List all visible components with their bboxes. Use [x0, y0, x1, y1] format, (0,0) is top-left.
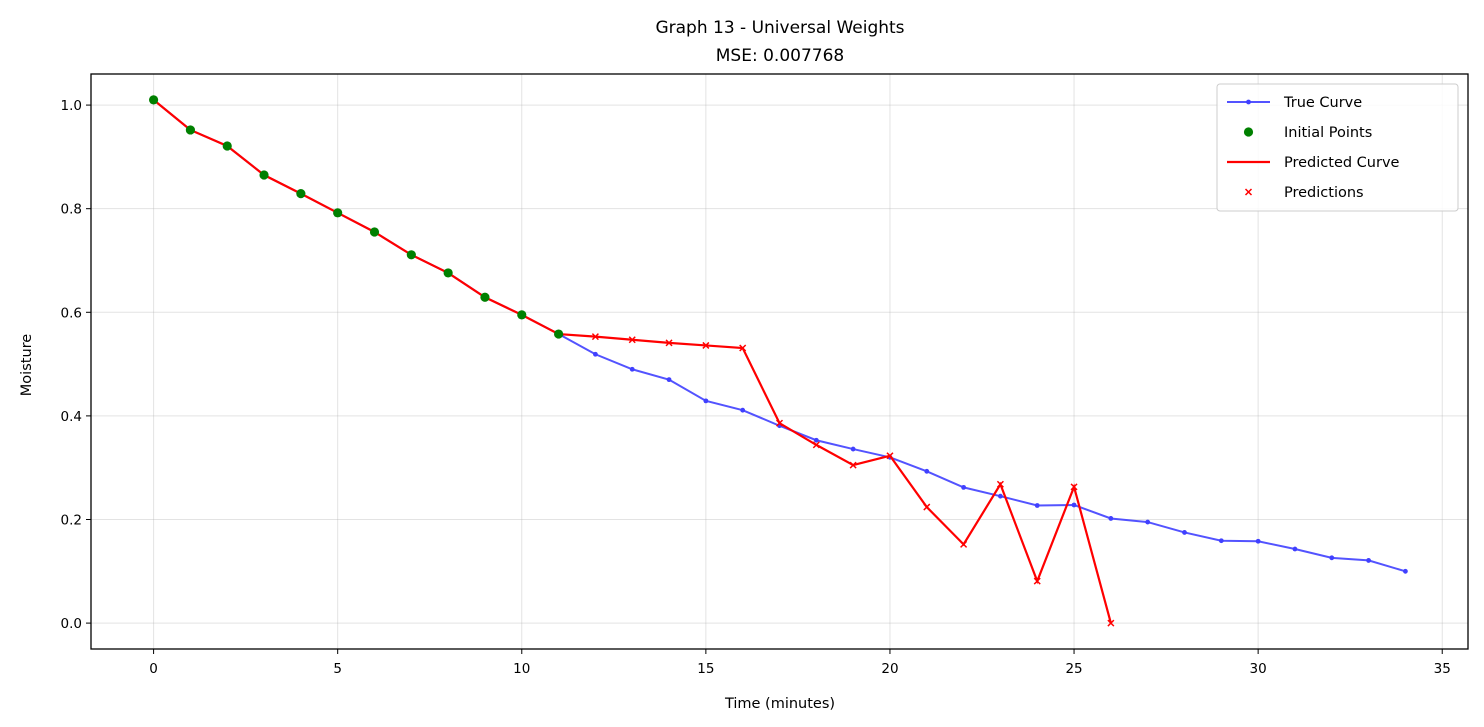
prediction-point — [849, 461, 857, 469]
prediction-point — [1107, 619, 1115, 627]
true-curve-point — [1145, 519, 1151, 525]
initial-point — [333, 208, 343, 218]
series-layer — [148, 95, 1408, 627]
legend-label: True Curve — [1283, 95, 1362, 111]
true-curve-point — [1071, 502, 1077, 508]
prediction-point — [923, 503, 931, 511]
true-curve-point — [1108, 516, 1114, 521]
true-curve-point — [1218, 538, 1224, 544]
legend-item: True Curve — [1227, 95, 1362, 111]
x-tick-label: 5 — [333, 661, 342, 677]
prediction-point — [628, 336, 636, 344]
x-tick-label: 10 — [513, 661, 530, 677]
true-curve-point — [961, 484, 966, 490]
prediction-point — [812, 441, 820, 449]
true-curve-point — [1292, 546, 1298, 552]
prediction-point — [665, 339, 673, 347]
true-curve-point — [1366, 558, 1371, 563]
initial-point — [480, 292, 490, 302]
prediction-point — [960, 540, 968, 548]
x-tick-label: 15 — [697, 661, 714, 677]
y-tick-label: 0.4 — [61, 409, 82, 425]
initial-point — [259, 170, 269, 180]
true-curve-point — [593, 351, 598, 357]
initial-point — [296, 189, 306, 199]
y-axis-label: Moisture — [19, 334, 35, 396]
prediction-point — [996, 480, 1004, 488]
y-tick-label: 0.0 — [61, 616, 82, 632]
true-curve-point — [703, 398, 709, 404]
true-curve-point — [850, 446, 856, 452]
x-tick-label: 20 — [881, 661, 898, 677]
initial-point — [517, 310, 527, 320]
plot-frame — [90, 73, 1469, 650]
legend-item: Initial Points — [1243, 125, 1372, 141]
legend-item: Predictions — [1244, 185, 1364, 201]
legend-swatch — [1243, 127, 1254, 137]
y-tick-label: 0.2 — [61, 512, 82, 528]
prediction-point — [739, 344, 747, 352]
legend-label: Predicted Curve — [1284, 155, 1400, 171]
initial-point — [369, 227, 380, 237]
legend-swatch-marker — [1246, 99, 1251, 105]
true-curve-point — [740, 407, 746, 413]
y-axis: 0.0 0.2 0.4 0.6 0.8 1.0 — [61, 98, 91, 632]
chart-subtitle: MSE: 0.007768 — [716, 46, 844, 66]
true-curve-point — [813, 437, 819, 443]
x-tick-label: 25 — [1065, 661, 1082, 677]
initial-point — [553, 329, 564, 339]
x-tick-label: 30 — [1250, 661, 1267, 677]
prediction-point — [1033, 577, 1041, 585]
true-curve-point — [1034, 503, 1040, 508]
true-curve-point — [1403, 568, 1408, 574]
legend: True Curve Initial Points Predicted Curve P… — [1216, 83, 1459, 212]
y-tick-label: 1.0 — [61, 98, 82, 114]
prediction-point — [886, 452, 894, 460]
chart-title: Graph 13 - Universal Weights — [655, 18, 904, 38]
legend-box — [1216, 83, 1459, 212]
x-tick-label: 0 — [149, 661, 158, 677]
true-curve-point — [629, 366, 635, 372]
initial-point — [185, 125, 196, 135]
true-curve-point — [666, 377, 672, 383]
prediction-point — [1070, 483, 1078, 491]
prediction-point — [775, 419, 784, 427]
true-curve-point — [1182, 530, 1187, 535]
initial-point — [148, 95, 159, 105]
x-axis: 0 5 10 15 20 25 30 35 — [149, 649, 1451, 677]
x-axis-label: Time (minutes) — [724, 696, 835, 712]
true-curve-point — [924, 468, 930, 474]
x-tick-label: 35 — [1434, 661, 1451, 677]
legend-label: Initial Points — [1284, 125, 1372, 141]
true-curve-point — [1329, 555, 1335, 561]
legend-item: Predicted Curve — [1227, 155, 1400, 171]
prediction-point — [702, 341, 710, 349]
initial-point — [443, 268, 453, 278]
initial-point — [406, 250, 416, 260]
y-tick-label: 0.8 — [61, 202, 82, 218]
prediction-point — [591, 333, 599, 341]
legend-label: Predictions — [1284, 185, 1364, 201]
initial-point — [222, 141, 232, 151]
y-tick-label: 0.6 — [61, 305, 82, 321]
true-curve-point — [998, 493, 1003, 499]
legend-swatch — [1244, 188, 1253, 196]
true-curve-point — [1255, 538, 1261, 544]
